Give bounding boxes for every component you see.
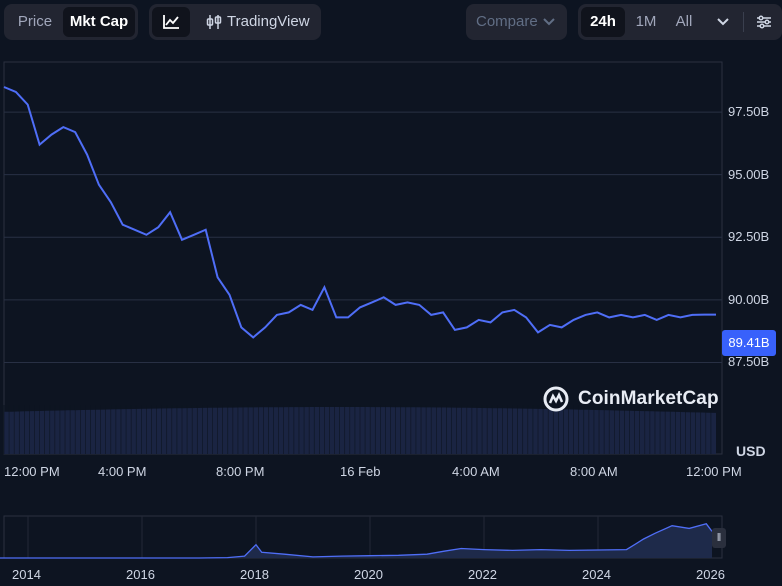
compare-dropdown[interactable]: Compare: [466, 4, 567, 40]
market-cap-line: [3, 86, 716, 339]
chevron-down-icon: [543, 4, 555, 40]
x-tick-label: 4:00 AM: [452, 464, 500, 479]
navigator-year-label: 2024: [582, 567, 611, 582]
coinmarketcap-logo-icon: [543, 386, 569, 412]
x-tick-label: 8:00 PM: [216, 464, 265, 479]
navigator-year-label: 2018: [240, 567, 269, 582]
y-tick-label: 87.50B: [728, 354, 770, 370]
coinmarketcap-watermark: CoinMarketCap: [542, 384, 719, 414]
y-tick-label: 90.00B: [728, 291, 770, 307]
y-tick-label: 97.50B: [728, 104, 770, 120]
navigator-line: [0, 523, 713, 559]
x-tick-label: 4:00 PM: [98, 464, 147, 479]
chevron-down-icon: [708, 7, 738, 37]
sliders-icon: [748, 7, 780, 37]
range-24h-button[interactable]: 24h: [581, 7, 625, 37]
line-chart-icon: [152, 7, 190, 37]
x-tick-label: 12:00 PM: [686, 464, 742, 479]
chart-toolbar: Price Mkt Cap TradingView: [0, 0, 782, 44]
toolbar-divider: [743, 12, 744, 32]
navigator-year-label: 2016: [126, 567, 155, 582]
range-all-button[interactable]: All: [675, 13, 693, 30]
more-ranges-button[interactable]: [708, 7, 738, 37]
price-tab[interactable]: Price: [17, 13, 53, 30]
candlestick-icon: [205, 7, 223, 37]
mkt-cap-tab[interactable]: Mkt Cap: [63, 7, 135, 37]
navigator-year-label: 2026: [696, 567, 725, 582]
metric-toggle: Price Mkt Cap: [4, 4, 138, 40]
currency-unit-label: USD: [736, 443, 766, 459]
compare-label: Compare: [476, 13, 538, 30]
range-1m-button[interactable]: 1M: [635, 13, 657, 30]
time-range-toggle: 24h 1M All: [578, 4, 782, 40]
x-tick-label: 8:00 AM: [570, 464, 618, 479]
navigator-area: [0, 523, 712, 558]
navigator-year-label: 2020: [354, 567, 383, 582]
current-value-badge: 89.41B: [722, 330, 776, 356]
chart-settings-button[interactable]: [748, 7, 780, 37]
tradingview-label: TradingView: [227, 13, 310, 30]
y-tick-label: 95.00B: [728, 166, 770, 182]
navigator-year-label: 2022: [468, 567, 497, 582]
navigator-year-label: 2014: [12, 567, 41, 582]
chart-type-toggle: TradingView: [149, 4, 321, 40]
line-chart-button[interactable]: [152, 7, 190, 37]
x-tick-label: 12:00 PM: [4, 464, 60, 479]
navigator-handle[interactable]: ‖: [712, 528, 726, 548]
y-tick-label: 92.50B: [728, 229, 770, 245]
tradingview-button[interactable]: TradingView: [199, 7, 317, 37]
x-tick-label: 16 Feb: [340, 464, 381, 479]
